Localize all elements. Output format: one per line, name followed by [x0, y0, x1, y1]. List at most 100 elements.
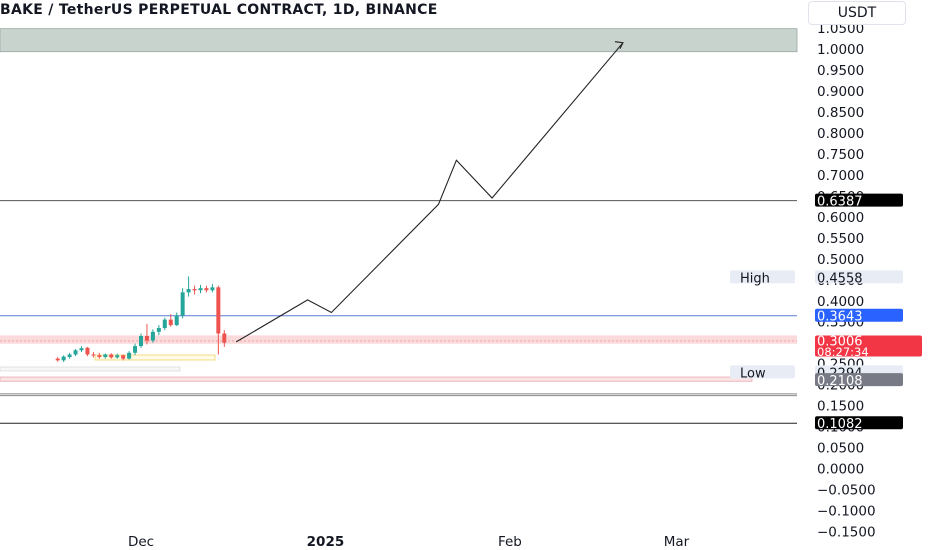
candle-body: [156, 328, 161, 332]
candle-body: [168, 319, 173, 326]
candle: [162, 317, 167, 331]
y-tick-label: 0.5000: [817, 252, 864, 268]
horizontal-lines-layer: [0, 200, 797, 424]
y-tick-label: 0.6000: [817, 210, 864, 226]
candle-body: [204, 288, 209, 291]
candle-body: [150, 331, 155, 341]
label-02108: 0.2108: [815, 373, 903, 389]
candle-body: [210, 287, 215, 291]
y-tick-label: 0.9500: [817, 63, 864, 79]
candle: [144, 323, 149, 345]
price-label-text: 0.3006: [817, 334, 863, 349]
y-tick-label: −0.1000: [817, 504, 876, 520]
candle-body: [216, 287, 221, 334]
candle-body: [73, 350, 78, 355]
price-labels-layer: 0.63870.36430.300608:27:340.2294Low0.210…: [730, 193, 922, 432]
price-label-text: 0.6387: [817, 195, 863, 210]
candle-body: [127, 352, 132, 359]
candle: [150, 329, 155, 343]
candle-body: [192, 289, 197, 291]
candle: [186, 276, 191, 297]
candle-body: [198, 288, 203, 291]
y-tick-label: 0.0000: [817, 462, 864, 478]
candle-body: [79, 348, 84, 351]
candle-body: [139, 336, 143, 347]
candle: [168, 314, 173, 327]
candle-body: [103, 354, 108, 357]
time-axis[interactable]: Dec 2025 Feb Mar: [128, 534, 690, 550]
x-tick-label: 2025: [307, 534, 345, 550]
candle: [139, 333, 143, 348]
y-tick-label: 0.8500: [817, 105, 864, 121]
candle-body: [109, 354, 114, 358]
candle-body: [85, 347, 90, 355]
price-label-text: 0.3643: [817, 310, 863, 325]
label-01082: 0.1082: [815, 416, 903, 432]
candle-body: [222, 333, 227, 343]
zone-layer: [0, 28, 798, 382]
chart-title: BAKE / TetherUS PERPETUAL CONTRACT, 1D, …: [0, 2, 438, 18]
candle: [115, 353, 120, 359]
candle: [192, 285, 197, 295]
y-tick-label: 0.8000: [817, 126, 864, 142]
candle-body: [55, 358, 60, 361]
label-03643: 0.3643: [815, 308, 903, 325]
low-zone: [0, 376, 753, 382]
candle-body: [61, 356, 66, 361]
supply-zone: [0, 28, 798, 53]
grey-marker-box: [0, 366, 181, 372]
price-label-text: 0.2108: [817, 374, 863, 389]
candle: [222, 330, 227, 347]
currency-unit-button[interactable]: USDT: [808, 1, 906, 25]
candle: [73, 349, 78, 357]
y-tick-label: −0.1500: [817, 525, 876, 541]
candle-body: [121, 355, 126, 359]
projection-arrowhead: [614, 41, 624, 49]
candle-body: [133, 346, 138, 353]
x-tick-label: Mar: [664, 534, 690, 550]
demand-zone: [0, 335, 797, 344]
candle: [103, 353, 108, 359]
price-label-tag: Low: [740, 366, 766, 381]
price-axis[interactable]: 1.0500 1.0000 0.9500 0.9000 0.8500 0.8000 0.75…: [817, 21, 876, 541]
candles-layer: [55, 276, 227, 363]
candle: [174, 312, 179, 326]
y-tick-label: 0.9000: [817, 84, 864, 100]
yellow-marker-box: [94, 354, 216, 361]
candle: [79, 346, 84, 352]
candle: [85, 346, 90, 357]
candle: [156, 325, 161, 336]
candle-body: [144, 336, 149, 341]
candle-body: [115, 355, 120, 358]
y-tick-label: 1.0000: [817, 42, 864, 58]
candle: [133, 343, 138, 356]
projection-path: [235, 42, 624, 343]
label-high: 0.4558 High: [730, 270, 903, 286]
y-tick-label: 1.0500: [817, 21, 864, 37]
y-tick-label: −0.0500: [817, 483, 876, 499]
candle-body: [180, 292, 185, 316]
candle: [198, 284, 203, 294]
candle: [127, 351, 132, 360]
x-tick-label: Dec: [128, 534, 154, 550]
candle-body: [174, 315, 179, 326]
candle: [67, 352, 72, 359]
candle-body: [91, 354, 96, 356]
price-label-tag: High: [740, 271, 770, 286]
candle: [210, 283, 215, 293]
candle-body: [97, 355, 102, 357]
candle: [216, 285, 221, 355]
candle: [180, 288, 185, 319]
candle: [109, 353, 114, 359]
y-tick-label: 0.4000: [817, 294, 864, 310]
projection-layer: [235, 41, 624, 343]
y-tick-label: 0.7000: [817, 168, 864, 184]
candle: [97, 352, 102, 359]
y-tick-label: 0.0500: [817, 441, 864, 457]
candle: [55, 356, 60, 362]
candle: [61, 355, 66, 363]
label-06387: 0.6387: [815, 193, 903, 210]
y-tick-label: 0.1500: [817, 399, 864, 415]
